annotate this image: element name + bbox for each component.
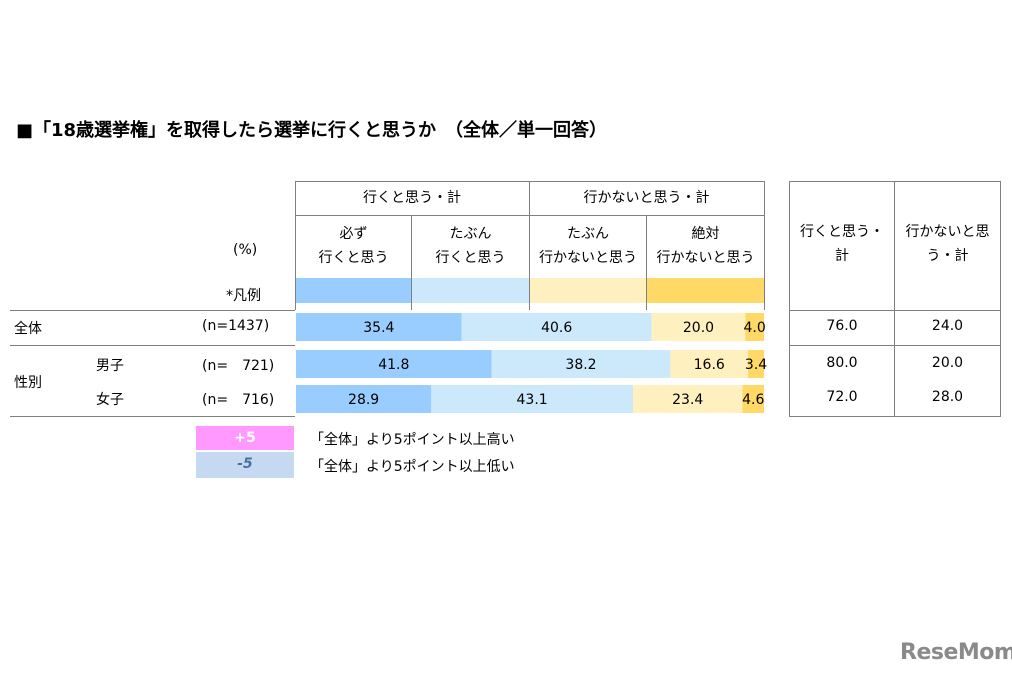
legend-swatch-4 [647, 278, 764, 303]
category-header-1-line1: 必ず [339, 226, 368, 242]
bar-value-label-r0-s1: 40.6 [541, 320, 572, 336]
summary-yes-female: 72.0 [826, 389, 858, 405]
bar-value-label-r0-s3: 4.0 [744, 320, 766, 336]
bar-value-label-r0-s2: 20.0 [683, 320, 714, 336]
summary-bottom-line [789, 416, 1001, 417]
row-separator-bottom [10, 416, 295, 417]
bar-value-label-r2-s3: 4.6 [742, 392, 764, 408]
legend-swatch-1 [296, 278, 411, 303]
header-cat-divider-1 [411, 215, 412, 310]
bar-segment-r0-s3 [745, 313, 764, 341]
summary-no-male: 20.0 [931, 355, 964, 371]
summary-row-line [789, 345, 1001, 346]
row-n-male: (n= 721) [202, 358, 275, 374]
category-header-3: たぶん 行かないと思う [530, 222, 646, 270]
bar-segment-r2-s3 [742, 385, 764, 413]
summary-header-yes-line1: 行くと思う・ [800, 224, 884, 240]
legend-minus-text: 「全体」より5ポイント以上低い [310, 459, 515, 475]
bar-value-label-r1-s2: 16.6 [694, 357, 725, 373]
bar-value-label-r0-s0: 35.4 [363, 320, 394, 336]
summary-header-no-line1: 行かないと思 [905, 224, 990, 240]
bar-segment-r0-s1 [461, 313, 652, 341]
summary-left-line [789, 181, 790, 417]
category-header-4-line2: 行かないと思う [656, 250, 755, 266]
category-header-1: 必ず 行くと思う [296, 222, 411, 270]
summary-mid-line [894, 181, 895, 417]
row-label-all: 全体 [14, 321, 42, 337]
bar-segment-r1-s2 [670, 350, 749, 378]
unit-label: (%) [233, 242, 258, 258]
category-header-2-line1: たぶん [449, 226, 492, 242]
legend-plus-box: +5 [196, 426, 294, 450]
header-cat-divider-2 [646, 215, 647, 310]
row-n-all: (n=1437) [202, 318, 270, 334]
bar-segment-r0-s0 [296, 313, 462, 341]
bar-value-label-r2-s0: 28.9 [348, 392, 379, 408]
bar-value-label-r1-s3: 3.4 [745, 357, 767, 373]
summary-header-yes-line2: 計 [835, 248, 849, 264]
row-label-female: 女子 [96, 392, 124, 408]
bar-segment-r1-s0 [296, 350, 492, 378]
bar-segment-r2-s0 [296, 385, 432, 413]
legend-label: *凡例 [226, 288, 261, 304]
summary-header-yes: 行くと思う・ 計 [790, 220, 894, 268]
header-right-line [764, 181, 765, 310]
legend-swatch-3 [530, 278, 646, 303]
bar-segment-r1-s3 [748, 350, 764, 378]
category-header-4: 絶対 行かないと思う [647, 222, 764, 270]
summary-no-all: 24.0 [931, 318, 964, 334]
summary-header-no-line2: う・計 [926, 248, 969, 264]
category-header-3-line1: たぶん [567, 226, 609, 242]
category-header-2: たぶん 行くと思う [412, 222, 529, 270]
category-header-1-line2: 行くと思う [318, 250, 389, 266]
header-group-divider [529, 181, 530, 310]
bar-value-label-r2-s2: 23.4 [672, 392, 703, 408]
bar-value-label-r1-s1: 38.2 [565, 357, 596, 373]
legend-swatch-2 [412, 278, 529, 303]
bar-segment-r2-s2 [632, 385, 743, 413]
bar-segment-r1-s1 [491, 350, 671, 378]
category-header-2-line2: 行くと思う [435, 250, 506, 266]
summary-header-no: 行かないと思 う・計 [895, 220, 1000, 268]
resemom-logo: ReseMom [900, 640, 1012, 665]
page-title: ■「18歳選挙権」を取得したら選挙に行くと思うか （全体／単一回答） [16, 120, 608, 141]
header-left-line [295, 181, 296, 310]
summary-right-line [1000, 181, 1001, 417]
bar-segment-r2-s1 [431, 385, 633, 413]
legend-plus-text: 「全体」より5ポイント以上高い [310, 432, 515, 448]
bar-value-label-r1-s0: 41.8 [378, 357, 409, 373]
bar-segment-r0-s2 [651, 313, 746, 341]
row-separator-all [10, 345, 295, 346]
summary-no-female: 28.0 [931, 389, 964, 405]
row-label-gender: 性別 [14, 375, 42, 391]
category-header-4-line1: 絶対 [691, 226, 720, 242]
bar-value-label-r2-s1: 43.1 [517, 392, 548, 408]
group-header-no: 行かないと思う・計 [583, 190, 710, 206]
row-n-female: (n= 716) [202, 392, 275, 408]
row-label-male: 男子 [96, 358, 124, 374]
row-separator-top [10, 310, 295, 311]
summary-yes-all: 76.0 [826, 318, 858, 334]
summary-yes-male: 80.0 [826, 355, 858, 371]
group-header-yes: 行くと思う・計 [363, 190, 461, 206]
legend-minus-box: -5 [196, 452, 294, 478]
category-header-3-line2: 行かないと思う [539, 250, 637, 266]
summary-top-line [789, 181, 1001, 182]
summary-header-line [789, 310, 1001, 311]
